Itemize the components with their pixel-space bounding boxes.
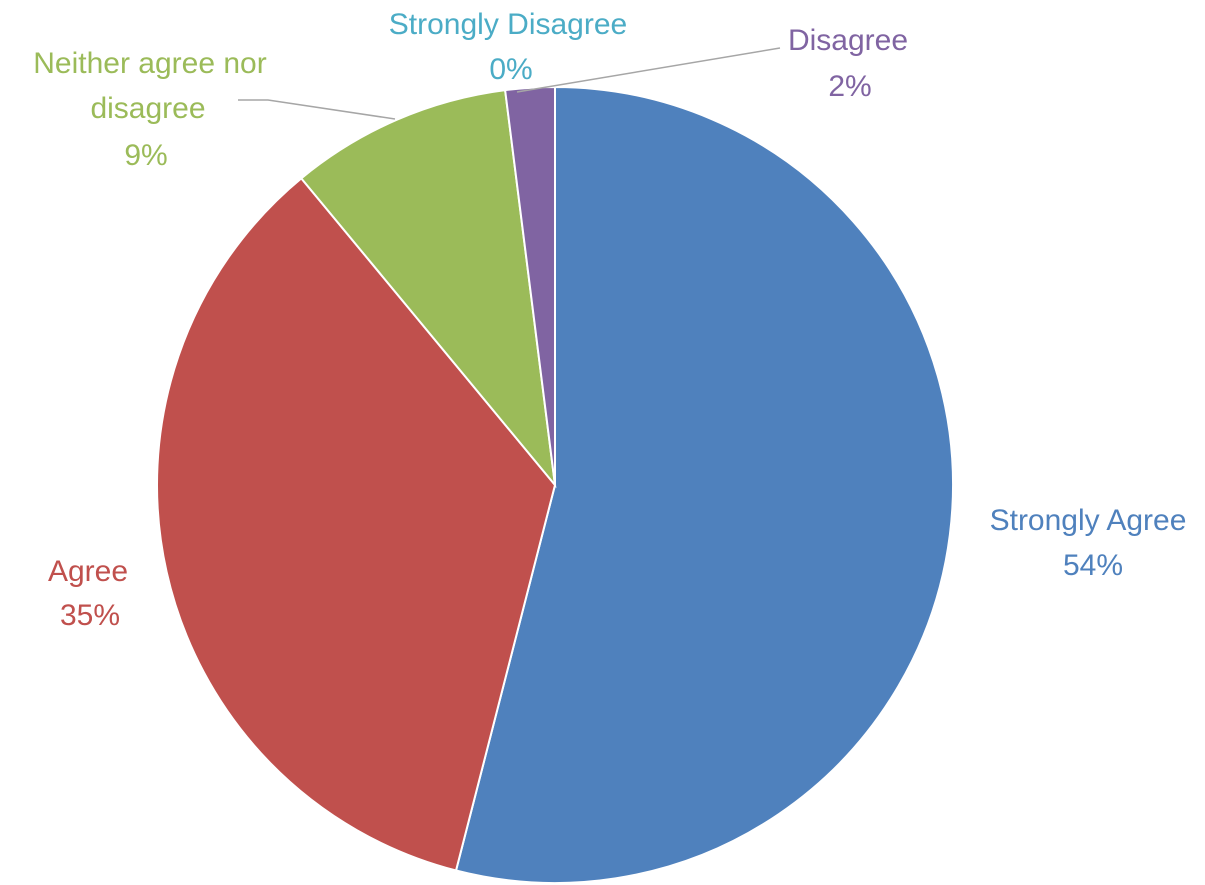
slice-disagree-value-label: 2% xyxy=(828,70,871,103)
slice-strongly-agree-name-label: Strongly Agree xyxy=(990,504,1187,537)
slice-disagree xyxy=(503,85,556,486)
slice-strongly-agree-value-label: 54% xyxy=(1063,549,1123,582)
slice-neither-value-label: 9% xyxy=(124,139,167,172)
slice-neither-name-label: Neither agree nor xyxy=(33,47,266,80)
slice-labels: Strongly Agree 54% Agree 35% Neither agree n… xyxy=(33,8,1186,632)
pie-slices xyxy=(156,85,954,884)
slice-strongly-agree xyxy=(454,85,954,884)
slice-agree xyxy=(156,176,557,872)
slice-disagree-name-label: Disagree xyxy=(788,24,908,57)
slice-neither-name-label: disagree xyxy=(90,92,205,125)
slice-agree-value-label: 35% xyxy=(60,599,120,632)
slice-strongly-disagree-leader-line xyxy=(516,47,781,93)
leader-lines xyxy=(238,47,781,120)
slice-agree-name-label: Agree xyxy=(48,555,128,588)
slice-strongly-disagree-value-label: 0% xyxy=(489,53,532,86)
slice-neither-leader-line xyxy=(238,99,396,120)
slice-strongly-disagree-name-label: Strongly Disagree xyxy=(389,8,627,41)
slice-neither xyxy=(299,89,557,489)
